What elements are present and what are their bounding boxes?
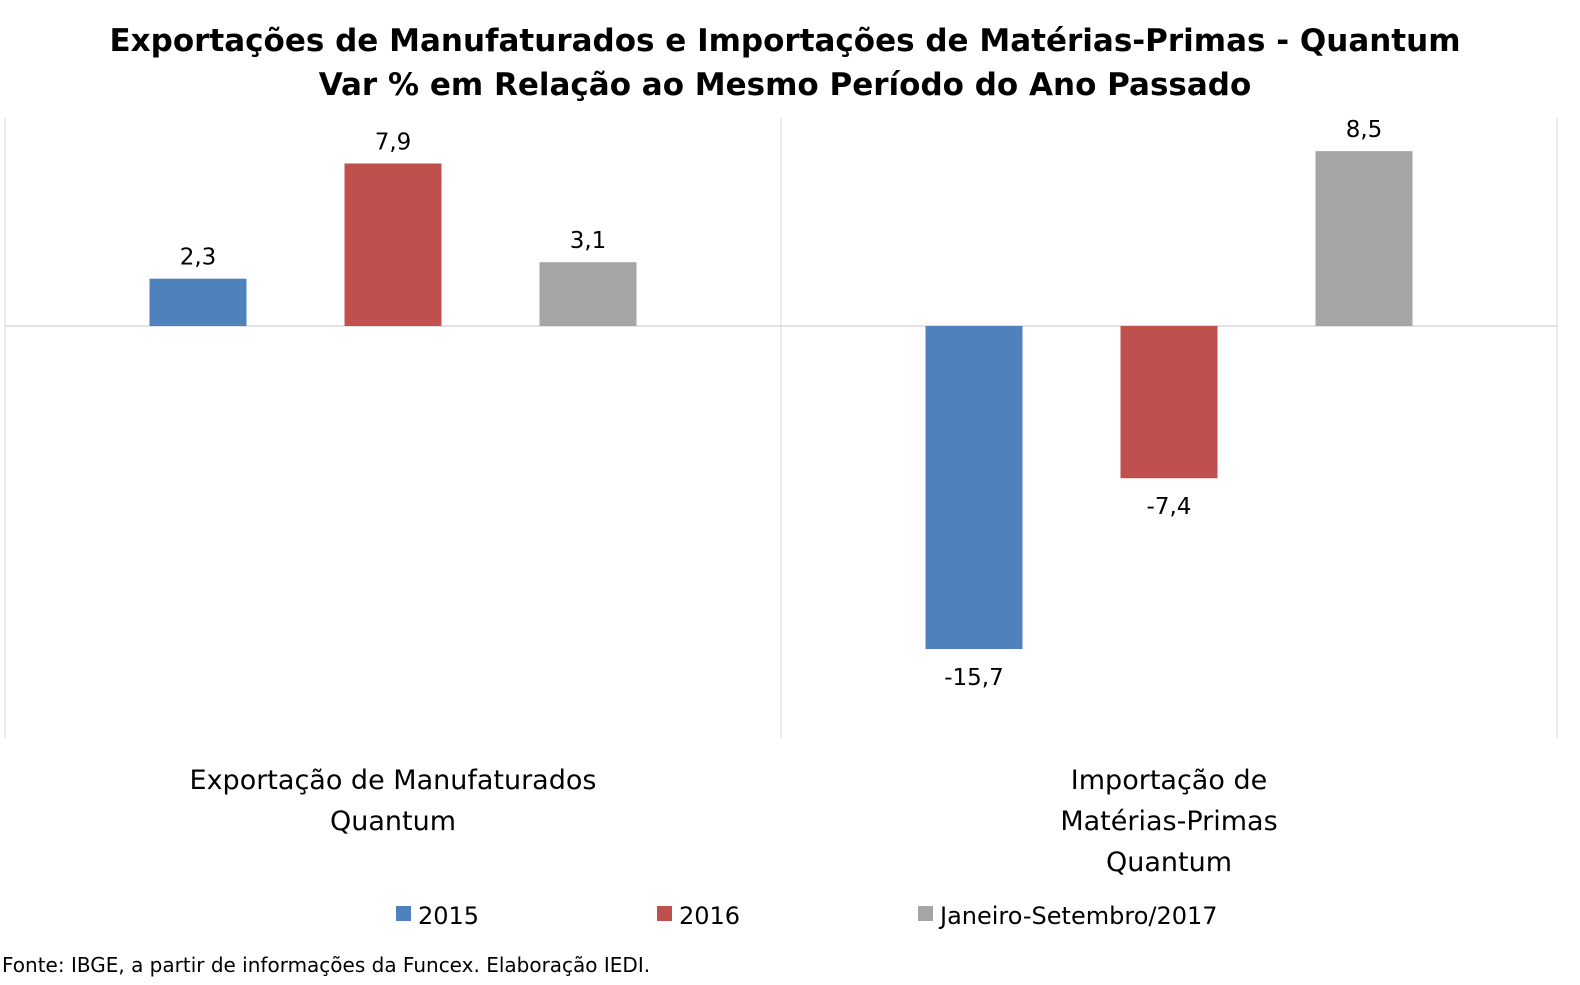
chart-bars (149, 151, 1413, 649)
chart-title: Exportações de Manufaturados e Importaçõ… (109, 23, 1460, 103)
category-labels: Exportação de Manufaturados Quantum Import… (190, 765, 1278, 878)
data-label: 7,9 (375, 129, 412, 155)
bar-2016-cat-0 (344, 163, 442, 326)
legend-swatch (657, 906, 672, 921)
data-label: -7,4 (1147, 494, 1192, 520)
bar-janeiro-setembro-2017-cat-1 (1315, 151, 1413, 326)
chart-axes (4, 118, 1558, 738)
chart-title-line: Var % em Relação ao Mesmo Período do Ano… (319, 67, 1252, 103)
data-label: 3,1 (570, 228, 607, 254)
bar-2015-cat-1 (925, 326, 1023, 649)
bar-2016-cat-1 (1120, 326, 1218, 479)
legend-swatch (396, 906, 411, 921)
bar-2015-cat-0 (149, 278, 247, 326)
data-labels: 2,3 7,9 3,1 -15,7 -7,4 8,5 (180, 117, 1383, 691)
legend-label: 2015 (418, 902, 479, 930)
data-label: 2,3 (180, 245, 217, 271)
bar-janeiro-setembro-2017-cat-0 (539, 262, 637, 326)
data-label: -15,7 (944, 665, 1004, 691)
category-label: Matérias-Primas (1060, 806, 1277, 837)
chart-title-line: Exportações de Manufaturados e Importaçõ… (109, 23, 1460, 59)
chart-legend: 2015 2016 Janeiro-Setembro/2017 (396, 902, 1218, 930)
legend-label: Janeiro-Setembro/2017 (938, 902, 1218, 930)
legend-swatch (918, 906, 933, 921)
category-label: Quantum (1106, 847, 1232, 878)
category-label: Exportação de Manufaturados (190, 765, 597, 796)
source-note: Fonte: IBGE, a partir de informações da … (2, 953, 650, 977)
data-label: 8,5 (1346, 117, 1383, 143)
category-label: Importação de (1071, 765, 1267, 796)
category-label: Quantum (330, 806, 456, 837)
legend-label: 2016 (679, 902, 740, 930)
